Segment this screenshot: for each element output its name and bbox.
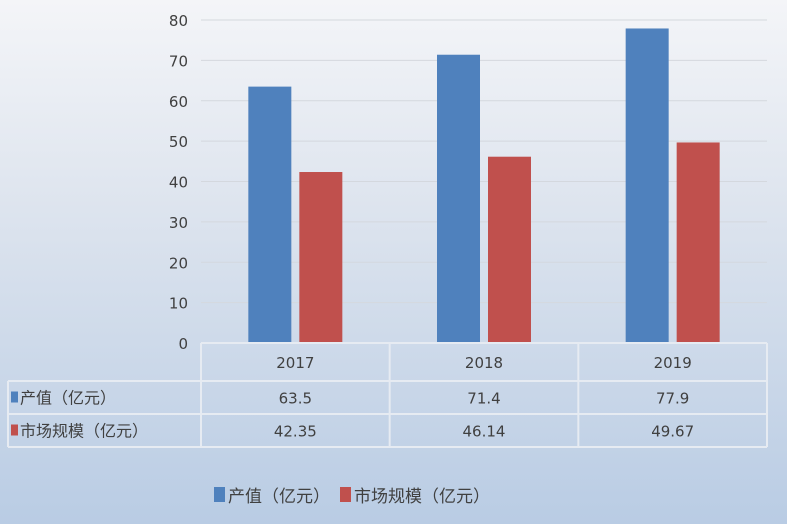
category-label: 2019 — [654, 354, 692, 372]
y-tick-label: 30 — [169, 214, 188, 232]
y-tick-label: 10 — [169, 295, 188, 313]
table-value: 46.14 — [463, 423, 506, 441]
y-tick-label: 20 — [169, 254, 188, 272]
y-tick-label: 80 — [169, 12, 188, 30]
legend-label: 市场规模（亿元） — [354, 487, 490, 507]
table-series-label: 市场规模（亿元） — [20, 422, 148, 441]
table-value: 71.4 — [467, 390, 500, 408]
bar-output — [437, 54, 480, 343]
legend-label: 产值（亿元） — [228, 487, 330, 507]
bar-output — [248, 86, 292, 344]
bar-market-size — [676, 142, 720, 343]
category-label: 2018 — [465, 354, 503, 372]
y-tick-label: 0 — [178, 335, 188, 353]
legend-key — [340, 487, 351, 502]
table-value: 63.5 — [279, 390, 312, 408]
y-tick-label: 60 — [169, 93, 188, 111]
bar-market-size — [488, 156, 531, 343]
table-legend-key — [11, 424, 18, 436]
y-tick-label: 70 — [169, 52, 188, 70]
table-series-label: 产值（亿元） — [20, 389, 116, 408]
legend-key — [214, 487, 225, 502]
bar-market-size — [299, 172, 343, 343]
table-value: 49.67 — [651, 423, 694, 441]
table-legend-key — [11, 391, 18, 403]
bar-output — [625, 28, 669, 343]
table-value: 77.9 — [656, 390, 689, 408]
category-label: 2017 — [276, 354, 314, 372]
table-value: 42.35 — [274, 423, 317, 441]
y-tick-label: 40 — [169, 174, 188, 192]
y-tick-label: 50 — [169, 133, 188, 151]
